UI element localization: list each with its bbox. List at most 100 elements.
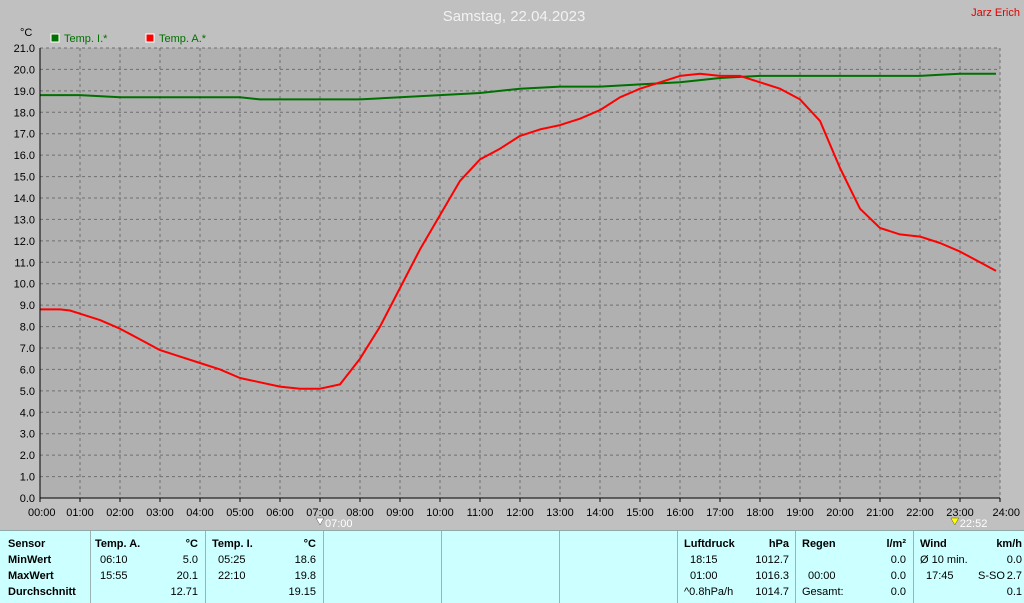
pressure-min-value: 1012.7	[755, 554, 789, 566]
y-tick-label: 6.0	[20, 364, 35, 376]
y-tick-label: 11.0	[14, 257, 35, 269]
x-tick-label: 12:00	[506, 507, 534, 519]
y-tick-label: 10.0	[14, 279, 35, 291]
pressure-max-time: 01:00	[690, 570, 718, 582]
rain-max-time: 00:00	[808, 570, 836, 582]
y-axis-unit: °C	[20, 27, 32, 39]
x-tick-label: 24:00	[992, 507, 1020, 519]
wind-min-label: Ø 10 min.	[920, 554, 968, 566]
temp-i-header: Temp. I.	[212, 538, 253, 550]
pressure-unit: hPa	[768, 538, 789, 550]
x-tick-label: 07:00	[306, 507, 334, 519]
temp-a-max-time: 15:55	[100, 570, 128, 582]
temp-i-max-time: 22:10	[218, 570, 246, 582]
x-tick-label: 13:00	[546, 507, 574, 519]
legend-swatch-temp-i	[50, 33, 60, 43]
y-tick-label: 13.0	[14, 214, 35, 226]
temp-i-min-value: 18.6	[294, 554, 316, 566]
series-line-temp-a	[40, 72, 997, 390]
legend-swatch-temp-a	[145, 33, 155, 43]
pressure-header: Luftdruck	[684, 538, 735, 550]
x-tick-label: 23:00	[946, 507, 974, 519]
pressure-min-time: 18:15	[690, 554, 718, 566]
wind-max-dir: S-SO	[978, 570, 1005, 582]
sun-markers: 07:00 22:52	[315, 517, 988, 530]
x-tick-label: 04:00	[186, 507, 214, 519]
series-layer	[40, 72, 997, 390]
y-tick-label: 14.0	[14, 193, 35, 205]
x-tick-label: 01:00	[66, 507, 94, 519]
temp-i-unit: °C	[303, 538, 316, 550]
x-tick-label: 09:00	[386, 507, 414, 519]
rain-header: Regen	[802, 538, 836, 550]
y-tick-label: 21.0	[14, 43, 35, 55]
x-tick-label: 08:00	[346, 507, 374, 519]
chart-title: Samstag, 22.04.2023	[443, 8, 586, 25]
y-tick-label: 4.0	[20, 407, 35, 419]
y-axis: 0.0 1.0 2.0 3.0 4.0 5.0 6.0 7.0 8.0 9.0 10.0 11.0 12…	[14, 43, 35, 505]
temp-i-avg-value: 19.15	[288, 586, 316, 598]
stats-panel: Sensor MinWert MaxWert Durchschnitt Temp…	[0, 530, 1024, 603]
temp-a-avg-value: 12.71	[170, 586, 198, 598]
y-tick-label: 18.0	[14, 107, 35, 119]
legend: Temp. I.* Temp. A.*	[50, 33, 207, 45]
y-tick-label: 17.0	[14, 129, 35, 141]
wind-unit: km/h	[996, 538, 1022, 550]
x-tick-label: 03:00	[146, 507, 174, 519]
temp-a-min-value: 5.0	[182, 554, 198, 566]
y-tick-label: 7.0	[20, 343, 35, 355]
y-tick-label: 8.0	[20, 322, 35, 334]
y-tick-label: 1.0	[20, 472, 35, 484]
x-tick-label: 05:00	[226, 507, 254, 519]
x-tick-label: 17:00	[706, 507, 734, 519]
x-tick-label: 00:00	[28, 507, 56, 519]
y-tick-label: 19.0	[14, 86, 35, 98]
author-label: Jarz Erich	[971, 7, 1020, 19]
grid	[40, 47, 1001, 498]
pressure-trend: ^0.8hPa/h	[684, 586, 734, 598]
sunset-marker-label: 22:52	[960, 518, 988, 530]
wind-avg-value: 0.1	[1006, 586, 1022, 598]
rain-first-value: 0.0	[890, 554, 906, 566]
x-tick-label: 14:00	[586, 507, 614, 519]
x-tick-label: 06:00	[266, 507, 294, 519]
sunrise-marker-label: 07:00	[325, 518, 353, 530]
x-tick-label: 15:00	[626, 507, 654, 519]
x-axis: 00:00 01:00 02:00 03:00 04:00 05:00 06:00 07:00…	[28, 498, 1020, 519]
y-tick-label: 20.0	[14, 64, 35, 76]
x-tick-label: 18:00	[746, 507, 774, 519]
row-label-max: MaxWert	[8, 570, 54, 582]
row-label-sensor: Sensor	[8, 538, 46, 550]
legend-label-temp-i: Temp. I.*	[64, 33, 108, 45]
pressure-avg-value: 1014.7	[755, 586, 789, 598]
rain-unit: l/m²	[886, 538, 906, 550]
temp-i-max-value: 19.8	[294, 570, 316, 582]
wind-min-value: 0.0	[1006, 554, 1022, 566]
y-tick-label: 16.0	[14, 150, 35, 162]
x-tick-label: 19:00	[786, 507, 814, 519]
temp-i-min-time: 05:25	[218, 554, 246, 566]
y-tick-label: 2.0	[20, 450, 35, 462]
y-tick-label: 5.0	[20, 386, 35, 398]
series-line-temp-i	[40, 72, 996, 101]
temp-a-min-time: 06:10	[100, 554, 128, 566]
x-tick-label: 16:00	[666, 507, 694, 519]
temp-a-header: Temp. A.	[95, 538, 141, 550]
x-tick-label: 02:00	[106, 507, 134, 519]
pressure-max-value: 1016.3	[755, 570, 789, 582]
row-label-avg: Durchschnitt	[8, 586, 76, 598]
x-tick-label: 11:00	[467, 507, 494, 519]
wind-max-value: 2.7	[1006, 570, 1022, 582]
sunset-marker-icon	[950, 517, 960, 526]
y-tick-label: 12.0	[14, 236, 35, 248]
rain-total-label: Gesamt:	[802, 586, 844, 598]
y-tick-label: 9.0	[20, 300, 35, 312]
sunrise-marker-icon	[315, 517, 325, 526]
x-tick-label: 21:00	[866, 507, 894, 519]
legend-label-temp-a: Temp. A.*	[159, 33, 207, 45]
temperature-chart: Samstag, 22.04.2023 Jarz Erich °C Temp. …	[14, 7, 1020, 530]
wind-header: Wind	[920, 538, 947, 550]
temp-a-unit: °C	[185, 538, 198, 550]
x-tick-label: 22:00	[906, 507, 934, 519]
y-tick-label: 15.0	[14, 172, 35, 184]
